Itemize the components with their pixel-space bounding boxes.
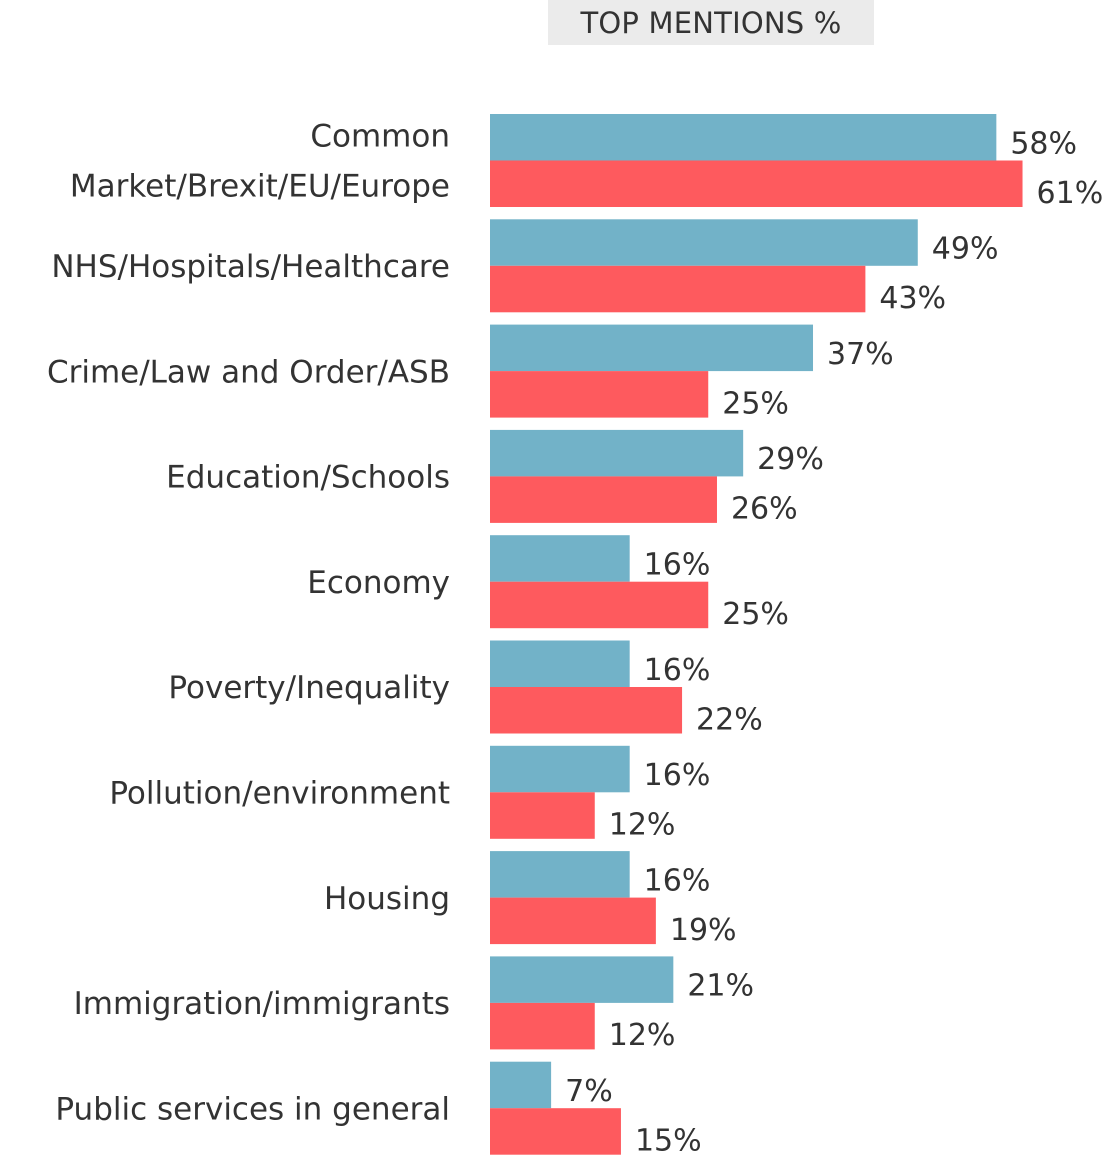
category-label: Common: [310, 119, 450, 155]
value-label: 43%: [879, 281, 946, 316]
bar-series-1: [490, 429, 744, 477]
category-label: NHS/Hospitals/Healthcare: [51, 249, 450, 285]
value-label: 12%: [609, 808, 676, 843]
bar-series-1: [490, 1061, 552, 1109]
category-label: Poverty/Inequality: [168, 670, 450, 706]
category-label: Immigration/immigrants: [74, 986, 450, 1022]
bar-series-1: [490, 956, 674, 1003]
value-label: 16%: [644, 863, 711, 898]
category-label: Market/Brexit/EU/Europe: [70, 169, 450, 205]
chart-title-box: TOP MENTIONS %: [548, 0, 874, 45]
bar-series-1: [490, 851, 630, 898]
bar-series-1: [490, 219, 918, 266]
value-label: 16%: [644, 653, 711, 688]
bar-series-2: [490, 371, 709, 418]
bar-series-2: [490, 265, 866, 313]
bar-series-2: [490, 687, 683, 734]
bar-series-2: [490, 160, 1023, 207]
value-label: 37%: [827, 337, 894, 372]
category-label: Public services in general: [55, 1091, 450, 1127]
bar-series-1: [490, 535, 630, 582]
bar-series-1: [490, 114, 997, 161]
category-label: Housing: [324, 881, 450, 917]
value-label: 12%: [609, 1018, 676, 1053]
value-label: 61%: [1037, 176, 1104, 211]
value-label: 7%: [565, 1074, 613, 1109]
bar-series-2: [490, 1002, 595, 1050]
bar-series-2: [490, 792, 595, 839]
bar-series-2: [490, 476, 717, 523]
value-label: 16%: [644, 547, 711, 582]
bar-series-1: [490, 324, 814, 372]
value-label: 22%: [696, 702, 763, 737]
value-label: 58%: [1010, 126, 1077, 161]
value-label: 16%: [644, 758, 711, 793]
bar-series-1: [490, 745, 630, 793]
bar-series-2: [490, 897, 656, 945]
chart-title: TOP MENTIONS %: [580, 5, 842, 40]
category-label: Economy: [307, 565, 450, 601]
value-label: 29%: [757, 442, 824, 477]
bar-series-2: [490, 581, 709, 629]
value-label: 19%: [670, 913, 737, 948]
value-label: 21%: [687, 969, 754, 1004]
bar-series-1: [490, 640, 630, 687]
value-label: 26%: [731, 492, 798, 527]
value-label: 25%: [722, 386, 789, 421]
value-label: 25%: [722, 597, 789, 632]
category-label: Education/Schools: [166, 460, 450, 496]
category-label: Crime/Law and Order/ASB: [47, 354, 450, 390]
value-label: 15%: [635, 1123, 702, 1156]
category-label: Pollution/environment: [109, 775, 450, 811]
bar-series-2: [490, 1108, 621, 1155]
value-label: 49%: [932, 232, 999, 267]
